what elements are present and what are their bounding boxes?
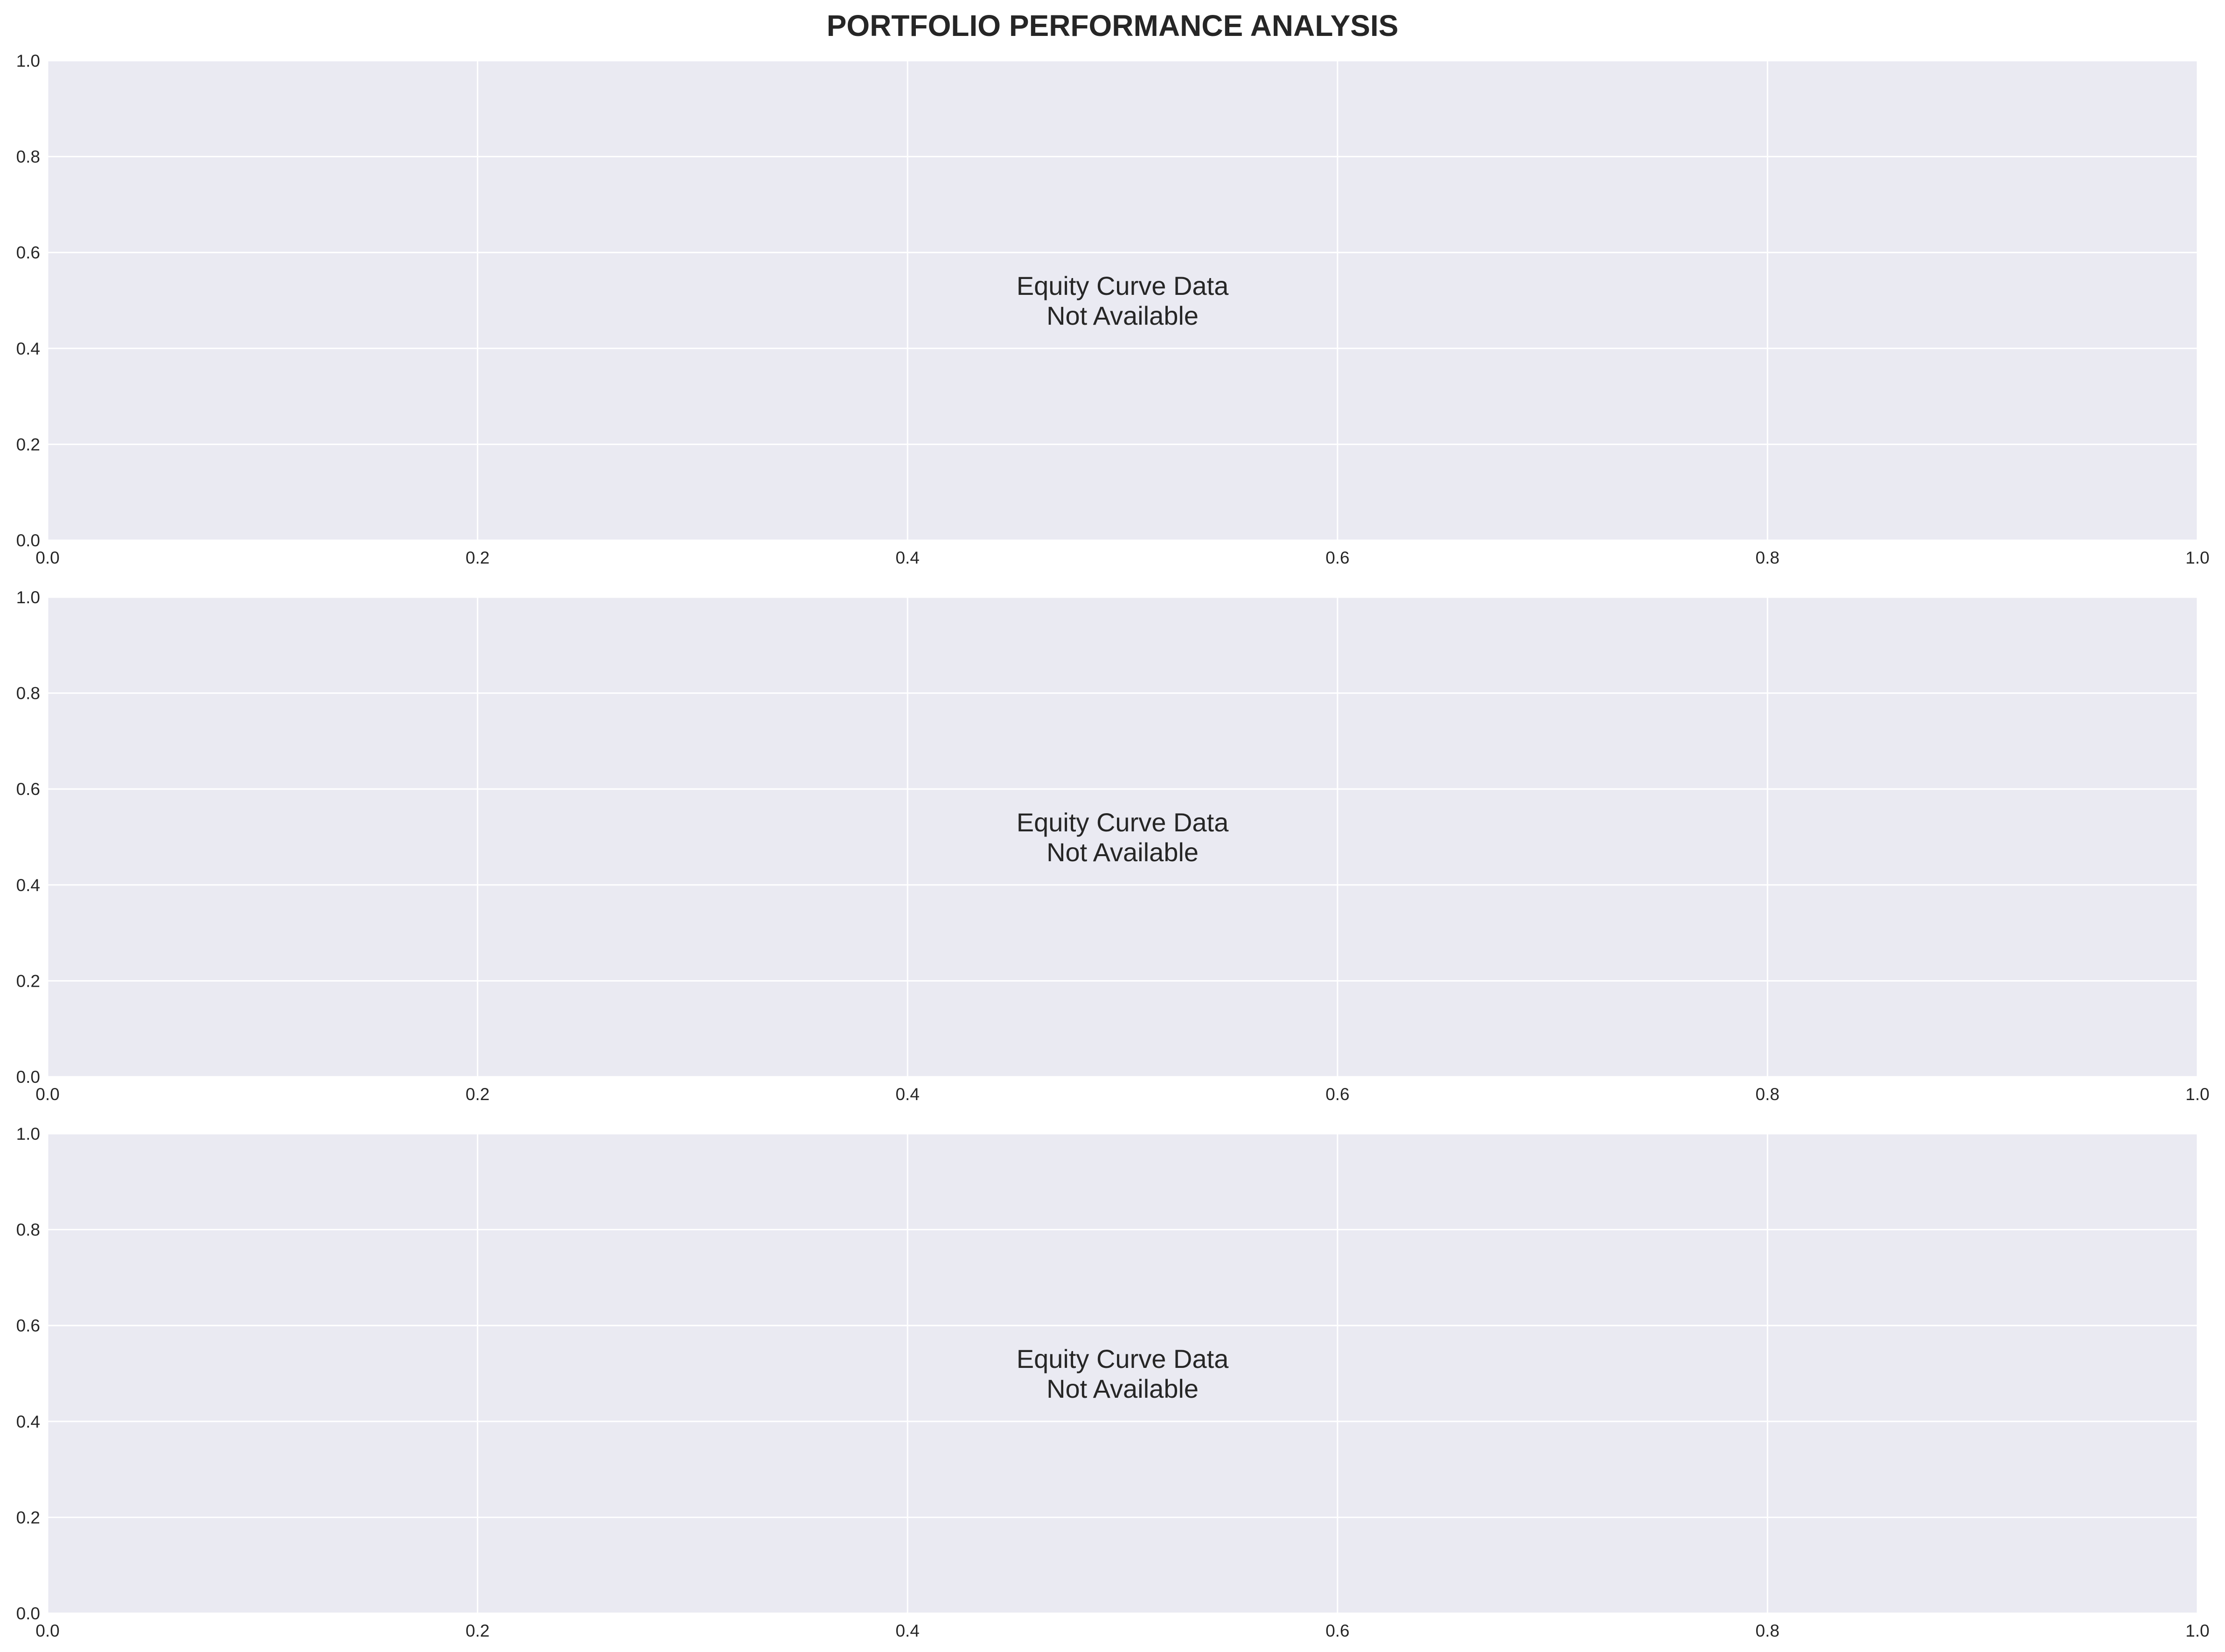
figure-title: PORTFOLIO PERFORMANCE ANALYSIS	[826, 9, 1399, 42]
y-tick-label: 0.8	[16, 1220, 40, 1240]
y-tick-label: 0.6	[16, 1316, 40, 1335]
plot-area	[48, 597, 2197, 1077]
x-tick-label: 0.8	[1756, 548, 1779, 567]
x-tick-label: 0.0	[35, 548, 59, 567]
x-tick-label: 0.4	[895, 1621, 919, 1640]
y-tick-label: 0.4	[16, 339, 40, 358]
x-tick-label: 1.0	[2185, 1085, 2209, 1104]
panels-layer: 0.0 0.2 0.4 0.6 0.8 1.0 0.0 0.2 0.4 0.6 0.8 1.0 Equi…	[16, 51, 2210, 1640]
y-tick-label: 0.6	[16, 780, 40, 799]
no-data-annotation: Not Available	[1046, 301, 1199, 330]
y-tick-label: 0.0	[16, 1604, 40, 1623]
x-tick-label: 0.8	[1756, 1085, 1779, 1104]
x-tick-label: 0.0	[35, 1085, 59, 1104]
x-tick-label: 0.2	[466, 548, 489, 567]
y-tick-label: 1.0	[16, 588, 40, 607]
no-data-annotation: Equity Curve Data	[1017, 271, 1229, 300]
x-tick-label: 0.6	[1325, 1085, 1349, 1104]
y-tick-label: 0.8	[16, 147, 40, 167]
x-tick-label: 0.2	[466, 1621, 489, 1640]
x-tick-label: 0.2	[466, 1085, 489, 1104]
x-tick-label: 0.4	[895, 548, 919, 567]
x-tick-label: 1.0	[2185, 1621, 2209, 1640]
x-tick-label: 1.0	[2185, 548, 2209, 567]
x-tick-label: 0.6	[1325, 1621, 1349, 1640]
y-tick-label: 0.4	[16, 1412, 40, 1431]
x-tick-label: 0.0	[35, 1621, 59, 1640]
no-data-annotation: Equity Curve Data	[1017, 808, 1229, 837]
y-tick-label: 0.8	[16, 684, 40, 703]
y-tick-label: 1.0	[16, 51, 40, 70]
chart-panel-2: 0.0 0.2 0.4 0.6 0.8 1.0 0.0 0.2 0.4 0.6 0.8 1.0 Equi…	[16, 588, 2210, 1104]
y-tick-label: 0.0	[16, 1067, 40, 1087]
chart-panel-1: 0.0 0.2 0.4 0.6 0.8 1.0 0.0 0.2 0.4 0.6 0.8 1.0 Equi…	[16, 51, 2210, 567]
x-tick-label: 0.4	[895, 1085, 919, 1104]
y-tick-label: 0.2	[16, 435, 40, 454]
y-tick-label: 0.0	[16, 531, 40, 550]
y-tick-label: 0.6	[16, 243, 40, 262]
x-tick-label: 0.8	[1756, 1621, 1779, 1640]
no-data-annotation: Not Available	[1046, 1374, 1199, 1403]
plot-area	[48, 1134, 2197, 1613]
y-tick-label: 0.2	[16, 1508, 40, 1527]
x-tick-label: 0.6	[1325, 548, 1349, 567]
y-tick-label: 0.2	[16, 971, 40, 990]
y-tick-label: 1.0	[16, 1124, 40, 1143]
plot-area	[48, 61, 2197, 540]
no-data-annotation: Equity Curve Data	[1017, 1344, 1229, 1373]
no-data-annotation: Not Available	[1046, 837, 1199, 867]
y-tick-label: 0.4	[16, 876, 40, 895]
chart-panel-3: 0.0 0.2 0.4 0.6 0.8 1.0 0.0 0.2 0.4 0.6 0.8 1.0 Equi…	[16, 1124, 2210, 1640]
